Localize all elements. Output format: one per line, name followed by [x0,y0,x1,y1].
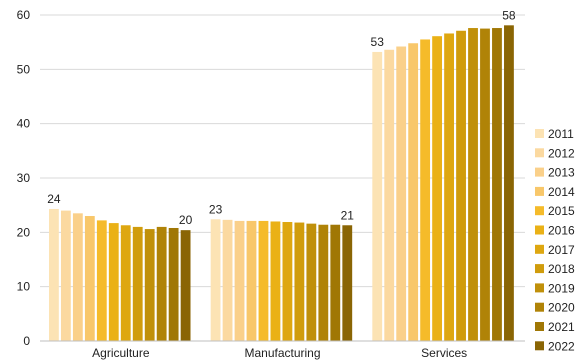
bar-services-2011 [372,51,383,341]
bar-agriculture-2016 [108,223,119,341]
legend: 2011 2012 2013 2014 2015 2016 2017 2018 2019 2020… [535,127,575,353]
data-label: 23 [209,202,223,216]
legend-swatch [535,283,544,293]
bar-manufacturing-2011 [210,219,221,341]
legend-swatch [535,225,544,235]
legend-swatch [535,206,544,216]
bar-agriculture-2017 [120,225,131,341]
legend-label: 2011 [548,127,574,141]
bar-manufacturing-2018 [294,222,305,341]
category-labels: Agriculture Manufacturing Services [92,346,467,360]
y-tick-label: 50 [17,62,31,76]
y-tick-label: 0 [23,334,30,348]
bar-services-2014 [408,43,419,341]
legend-label: 2014 [548,185,575,199]
legend-swatch [535,322,544,331]
y-tick-label: 30 [17,171,31,185]
legend-swatch [535,167,544,177]
category-label: Agriculture [92,346,150,360]
bar-services-2021 [492,28,502,341]
bar-services-2013 [396,46,407,341]
y-tick-label: 10 [17,280,31,294]
legend-label: 2018 [548,262,575,276]
bar-agriculture-2018 [132,226,143,341]
legend-swatch [535,244,544,254]
y-tick-label: 60 [17,8,31,22]
bar-services-2019 [468,28,478,341]
bar-services-2012 [384,49,395,342]
legend-swatch [535,264,544,274]
bar-manufacturing-2015 [258,220,269,341]
legend-swatch [535,186,544,196]
legend-label: 2013 [548,166,575,180]
data-label: 24 [47,192,61,206]
bar-services-2018 [456,30,466,341]
bar-services-2015 [420,39,431,341]
bar-manufacturing-2021 [330,224,341,341]
bar-agriculture-2019 [144,229,155,341]
bar-agriculture-2012 [60,210,71,341]
bar-services-2017 [444,33,454,341]
bar-manufacturing-2019 [306,223,317,341]
bar-manufacturing-2017 [282,222,293,341]
bar-agriculture-2014 [84,216,95,341]
bar-agriculture-2022 [180,230,191,341]
bar-agriculture-2013 [72,213,83,341]
legend-label: 2017 [548,243,575,257]
bar-agriculture-2015 [96,220,107,341]
data-label: 20 [179,213,193,227]
legend-label: 2019 [548,281,575,295]
bar-manufacturing-2012 [222,219,233,341]
bar-manufacturing-2020 [318,224,329,341]
y-tick-label: 20 [17,225,31,239]
data-label: 21 [341,208,355,222]
legend-label: 2020 [548,301,575,315]
data-label: 58 [502,8,516,22]
data-label: 53 [371,35,385,49]
legend-label: 2022 [548,339,575,353]
bar-services-2020 [480,28,490,342]
y-tick-label: 40 [17,117,31,131]
legend-label: 2012 [548,146,575,160]
bar-manufacturing-2016 [270,221,281,341]
legend-swatch [535,302,544,312]
legend-swatch [535,341,544,351]
legend-swatch [535,148,544,158]
bar-manufacturing-2022 [342,225,353,341]
legend-swatch [535,129,544,138]
bar-agriculture-2020 [156,226,167,341]
bar-services-2016 [432,36,443,341]
bar-agriculture-2011 [49,208,59,341]
y-axis-tick-labels: 0 10 20 30 40 50 60 [17,8,31,348]
bar-services-2022 [504,25,514,341]
legend-label: 2015 [548,204,575,218]
bar-manufacturing-2013 [234,220,245,341]
bars [49,25,514,342]
category-label: Services [421,346,467,360]
legend-label: 2021 [548,320,575,334]
bar-manufacturing-2014 [246,220,257,341]
category-label: Manufacturing [244,346,320,360]
bar-agriculture-2021 [168,227,179,341]
data-labels: 24 20 23 21 53 58 [47,8,516,227]
legend-label: 2016 [548,224,575,238]
